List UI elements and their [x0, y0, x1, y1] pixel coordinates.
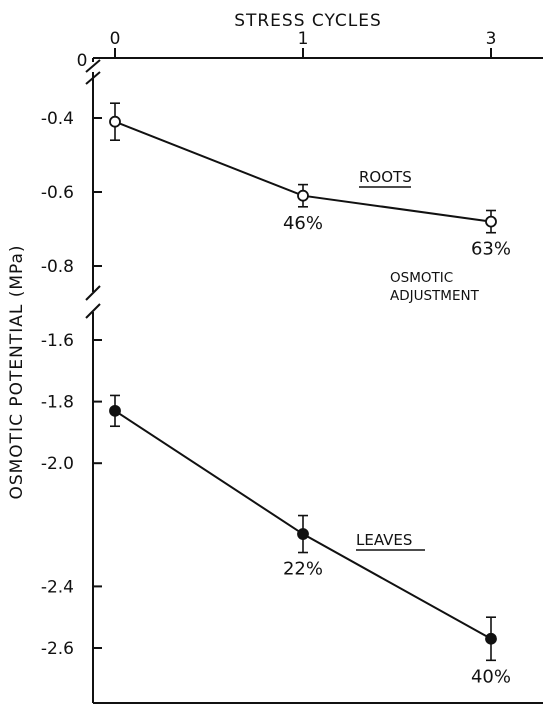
data-point-roots — [297, 189, 309, 202]
y-tick-label: -0.6 — [41, 183, 74, 203]
x-tick-label: 0 — [110, 29, 121, 49]
percent-label: 22% — [283, 559, 323, 580]
origin-tick-label: 0 — [77, 51, 88, 71]
percent-label: 63% — [471, 239, 511, 260]
y-tick-label: -2.4 — [41, 577, 74, 597]
axes — [85, 57, 543, 704]
ticks: 0 1 3 0 -0.4 -0.6 -0.8 -1.6 -1.8 -2.0 -2.4 -2.6 — [41, 29, 497, 659]
data-point-leaves — [485, 632, 497, 645]
y-tick-label: -2.6 — [41, 639, 74, 659]
y-tick-label: -2.0 — [41, 454, 74, 474]
series-layer — [109, 102, 497, 662]
x-tick-label: 3 — [486, 29, 497, 49]
data-point-roots — [485, 215, 497, 228]
note-line: ADJUSTMENT — [390, 288, 480, 304]
axis-break-mark — [85, 303, 101, 319]
series-label-roots: ROOTS — [359, 168, 412, 186]
data-point-roots — [109, 115, 121, 128]
y-tick-label: -0.4 — [41, 109, 74, 129]
note-line: OSMOTIC — [390, 270, 453, 286]
labels: 46% 63% 22% 40% ROOTS LEAVES OSMOTIC ADJUSTMENT — [283, 168, 511, 687]
data-point-leaves — [109, 404, 121, 417]
series-label-leaves: LEAVES — [356, 531, 412, 549]
percent-label: 40% — [471, 666, 511, 687]
x-axis-title: STRESS CYCLES — [234, 11, 382, 31]
axis-break-mark — [85, 59, 101, 73]
y-tick-label: -1.8 — [41, 393, 74, 413]
axis-break-mark — [85, 285, 101, 301]
x-tick-label: 1 — [298, 29, 309, 49]
y-axis-title: OSMOTIC POTENTIAL (MPa) — [7, 244, 27, 499]
y-tick-label: -0.8 — [41, 257, 74, 277]
percent-label: 46% — [283, 213, 323, 234]
axis-break-mark — [85, 71, 101, 85]
y-tick-label: -1.6 — [41, 331, 74, 351]
data-point-leaves — [297, 528, 309, 540]
